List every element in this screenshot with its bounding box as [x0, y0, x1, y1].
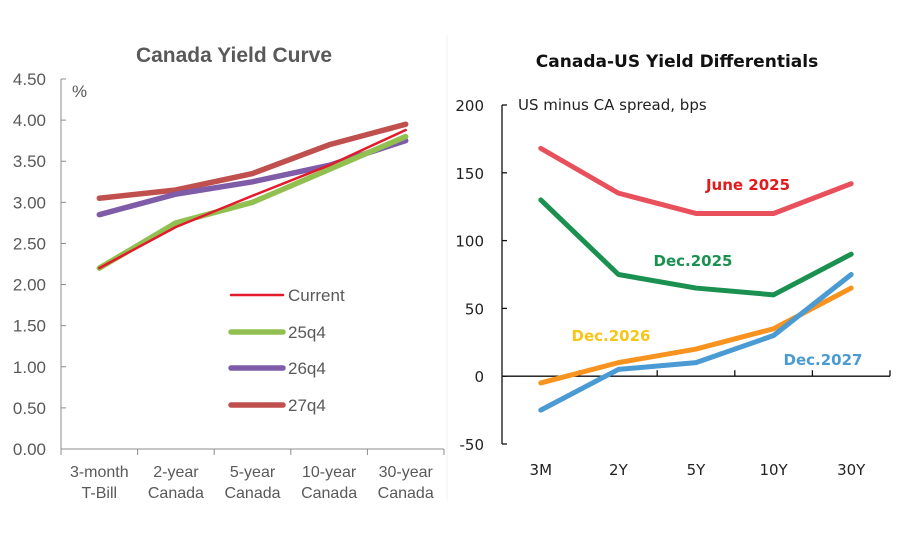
left-x-category-line: 10-year [302, 464, 357, 481]
left-x-category-line: 5-year [230, 464, 276, 481]
left-x-category-line: 30-year [379, 464, 434, 481]
left-x-category-line: Canada [148, 485, 204, 502]
legend-label-27q4: 27q4 [288, 396, 326, 415]
left-x-category-line: 2-year [153, 464, 199, 481]
right-x-category-label: 2Y [609, 461, 629, 479]
right-chart-title: Canada-US Yield Differentials [536, 52, 818, 72]
right-x-category-label: 30Y [837, 461, 866, 479]
left-y-tick-label: 0.50 [13, 399, 46, 418]
left-x-category-label: 10-year Canada [301, 464, 357, 502]
right-x-category-label: 5Y [687, 461, 707, 479]
left-series-line-current [98, 128, 407, 270]
left-chart-title: Canada Yield Curve [136, 44, 332, 67]
left-y-tick-label: 3.00 [13, 193, 46, 212]
left-x-category-line: T-Bill [82, 485, 118, 502]
left-x-category-label: 5-year Canada [224, 464, 280, 502]
series-annotation-june-2025: June 2025 [705, 176, 790, 194]
left-series-line-25q4 [96, 133, 409, 271]
left-y-tick-label: 3.50 [13, 152, 46, 171]
right-x-category-label: 3M [530, 461, 553, 479]
left-y-tick-label: 2.00 [13, 276, 46, 295]
left-y-tick-label: 4.00 [13, 111, 46, 130]
left-y-tick-label: 1.50 [13, 317, 46, 336]
legend-label-25q4: 25q4 [288, 323, 326, 342]
left-y-unit-label: % [72, 82, 87, 101]
legend-label-26q4: 26q4 [288, 359, 326, 378]
series-annotation-dec-2027: Dec.2027 [784, 351, 863, 369]
left-y-tick-label: 4.50 [13, 70, 46, 89]
legend-label-current: Current [288, 286, 345, 305]
left-x-category-line: Canada [224, 485, 280, 502]
right-y-tick-label: -50 [460, 436, 485, 454]
left-series-line-27q4 [96, 121, 409, 201]
right-y-tick-label: 150 [455, 165, 484, 183]
right-y-unit-label: US minus CA spread, bps [518, 96, 707, 114]
right-x-category-label: 10Y [759, 461, 788, 479]
left-x-category-label: 3-month T-Bill [70, 464, 129, 502]
right-y-tick-label: 50 [465, 300, 484, 318]
left-x-category-line: 3-month [70, 464, 129, 481]
left-legend: Current 25q4 26q4 27q4 [228, 286, 345, 415]
left-x-category-label: 2-year Canada [148, 464, 204, 502]
left-x-category-label: 30-year Canada [378, 464, 434, 502]
series-annotation-dec-2025: Dec.2025 [654, 252, 733, 270]
left-x-category-line: Canada [301, 485, 357, 502]
left-y-tick-label: 0.00 [13, 440, 46, 459]
series-annotation-dec-2026: Dec.2026 [572, 327, 651, 345]
canada-yield-curve-chart: Canada Yield Curve % 0.00 0.50 1.00 1.50 2.0… [13, 44, 445, 502]
left-x-category-line: Canada [378, 485, 434, 502]
right-y-tick-label: 100 [455, 233, 484, 251]
canada-us-differentials-chart: Canada-US Yield Differentials US minus C… [455, 52, 891, 479]
left-y-tick-label: 2.50 [13, 234, 46, 253]
right-y-tick-label: 0 [474, 368, 484, 386]
right-series-line-dec-2027 [538, 272, 854, 413]
right-series-line-dec-2025 [538, 197, 854, 298]
right-series-line-june-2025 [538, 145, 854, 216]
right-y-tick-label: 200 [455, 97, 484, 115]
left-y-tick-label: 1.00 [13, 358, 46, 377]
